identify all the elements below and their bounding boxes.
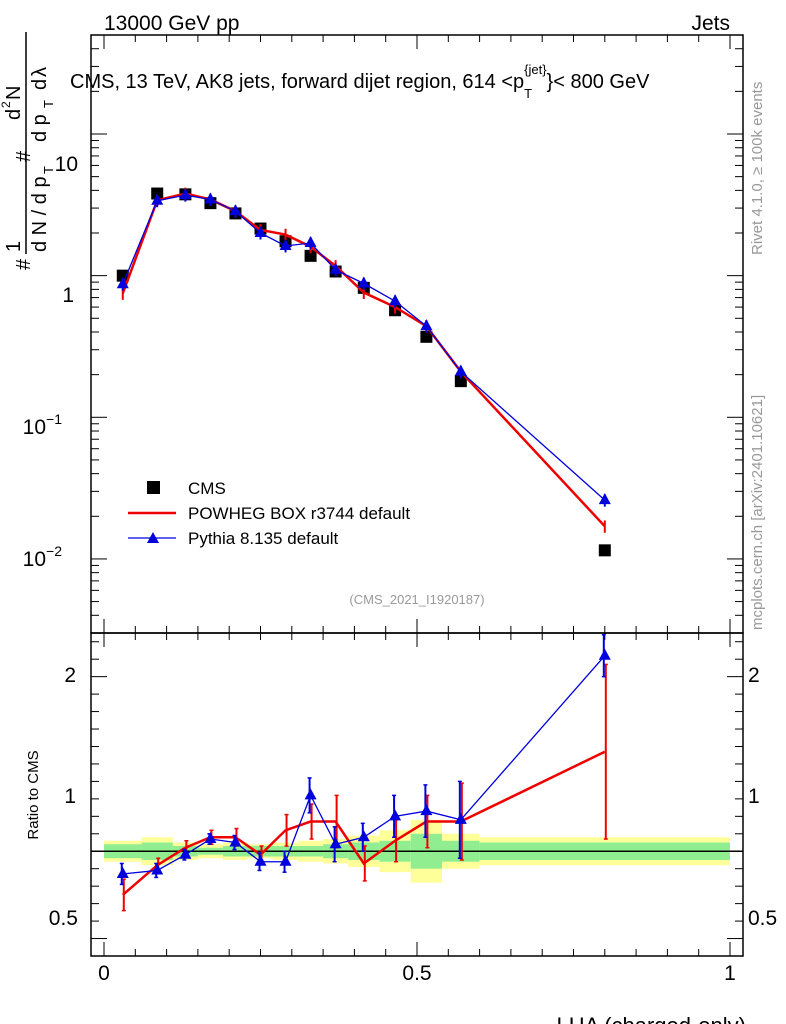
svg-text:d N / d p: d N / d p <box>29 176 51 252</box>
svg-text:d p: d p <box>29 114 51 142</box>
legend-label-cms: CMS <box>188 479 226 498</box>
ratio-panel-frame <box>90 632 744 957</box>
ratio-y-axis-label: Ratio to CMS <box>25 750 42 839</box>
cms-data-point <box>116 269 129 282</box>
ratio-tick-label-left-1: 1 <box>64 785 76 808</box>
y-tick-labels-ratio: 2 1 0.5 2 1 0.5 <box>49 664 777 930</box>
x-tick-label-1: 1 <box>724 962 736 985</box>
pythia-point <box>151 193 164 205</box>
pythia-ratio-point <box>357 830 370 842</box>
pythia-point <box>454 364 467 376</box>
powheg-ratio-line <box>121 750 606 896</box>
pythia-point <box>116 277 129 289</box>
svg-text:#: # <box>13 258 35 270</box>
svg-text:2: 2 <box>0 101 13 108</box>
ratio-tick-label-right-1: 1 <box>748 785 760 808</box>
pythia-point <box>279 238 292 250</box>
cms-data-point <box>304 249 317 262</box>
legend-label-powheg: POWHEG BOX r3744 default <box>188 504 410 523</box>
pythia-point <box>329 262 342 274</box>
x-tick-labels: 0 0.5 1 <box>98 962 736 985</box>
main-series <box>116 187 611 557</box>
pythia-point <box>389 294 402 306</box>
svg-text:1: 1 <box>3 241 25 252</box>
y-tick-label-0.01: 10−2 <box>23 543 63 571</box>
header-left: 13000 GeV pp <box>104 12 239 35</box>
powheg-line <box>121 192 606 528</box>
pythia-line <box>122 194 606 501</box>
cms-data-point <box>598 544 611 557</box>
pythia-point <box>204 192 217 204</box>
svg-text:#: # <box>13 150 35 162</box>
pythia-point <box>229 204 242 216</box>
ratio-tick-label-left-0.5: 0.5 <box>49 907 78 930</box>
pythia-ratio-point <box>179 847 192 859</box>
analysis-id: (CMS_2021_I1920187) <box>349 592 484 607</box>
pythia-ratio-point <box>279 854 292 866</box>
mcplots-label: mcplots.cern.ch [arXiv:2401.10621] <box>749 395 766 630</box>
pythia-ratio-point <box>254 854 267 866</box>
pythia-ratio-point <box>229 835 242 847</box>
pythia-ratio-point <box>420 804 433 816</box>
header-right: Jets <box>691 12 730 35</box>
pythia-ratio-line <box>122 655 606 875</box>
legend-label-pythia: Pythia 8.135 default <box>188 529 339 548</box>
pythia-ratio-point <box>598 648 611 660</box>
legend-marker-pythia <box>147 532 159 543</box>
y-tick-labels-main: 10 1 10−1 10−2 <box>23 153 78 571</box>
ratio-tick-label-right-0.5: 0.5 <box>748 907 777 930</box>
pythia-ratio-point <box>151 863 164 875</box>
cms-data-point <box>420 330 433 343</box>
svg-text:N: N <box>3 86 25 100</box>
pythia-ratio-point <box>304 788 317 800</box>
svg-text:λ: λ <box>29 67 51 77</box>
ratio-tick-label-right-2: 2 <box>748 664 760 687</box>
x-axis-label: LHA (charged-only) <box>556 1013 746 1024</box>
rivet-label: Rivet 4.1.0, ≥ 100k events <box>749 82 766 255</box>
cms-data-point <box>454 375 467 388</box>
pythia-ratio-point <box>204 832 217 844</box>
y-tick-label-10: 10 <box>55 153 78 176</box>
svg-text:T: T <box>41 100 56 108</box>
legend-marker-cms <box>147 481 160 494</box>
y-tick-label-0.1: 10−1 <box>23 411 63 439</box>
x-tick-label-0: 0 <box>98 962 110 985</box>
pythia-ratio-point <box>116 866 129 878</box>
pythia-point <box>179 188 192 200</box>
y-tick-label-1: 1 <box>62 284 74 307</box>
svg-text:d: d <box>3 109 25 120</box>
pythia-point <box>254 226 267 238</box>
pythia-ratio-point <box>454 812 467 824</box>
ratio-tick-label-left-2: 2 <box>64 664 76 687</box>
main-y-axis-label: # 1 d N / d p T # d 2 N d p T d λ <box>0 32 56 270</box>
legend: CMS POWHEG BOX r3744 default Pythia 8.13… <box>128 479 410 548</box>
pythia-point <box>420 319 433 331</box>
chart-title: CMS, 13 TeV, AK8 jets, forward dijet reg… <box>70 62 650 101</box>
pythia-point <box>357 276 370 288</box>
x-tick-label-0.5: 0.5 <box>402 962 431 985</box>
ratio-series <box>116 633 611 912</box>
pythia-point <box>304 236 317 248</box>
svg-text:d: d <box>29 79 51 90</box>
pythia-point <box>598 493 611 505</box>
pythia-ratio-point <box>329 837 342 849</box>
cms-data-point <box>151 187 164 200</box>
pythia-ratio-point <box>389 809 402 821</box>
svg-text:T: T <box>41 166 56 174</box>
